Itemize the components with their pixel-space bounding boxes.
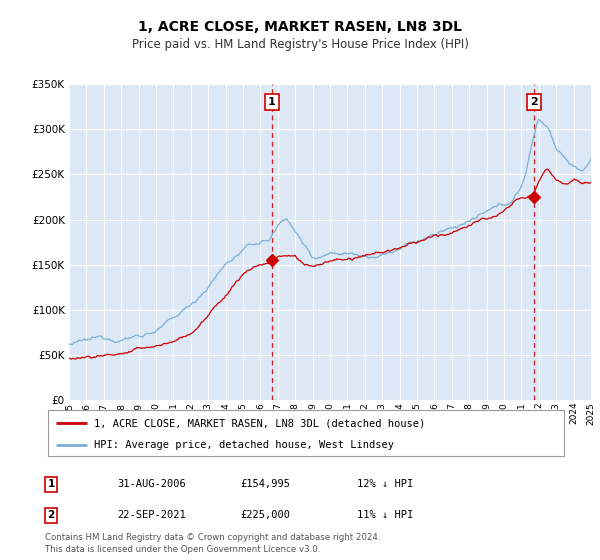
Text: This data is licensed under the Open Government Licence v3.0.: This data is licensed under the Open Gov… xyxy=(45,545,320,554)
Text: 1, ACRE CLOSE, MARKET RASEN, LN8 3DL (detached house): 1, ACRE CLOSE, MARKET RASEN, LN8 3DL (de… xyxy=(94,418,425,428)
Text: Contains HM Land Registry data © Crown copyright and database right 2024.: Contains HM Land Registry data © Crown c… xyxy=(45,533,380,542)
Text: 12% ↓ HPI: 12% ↓ HPI xyxy=(357,479,413,489)
Text: 1: 1 xyxy=(47,479,55,489)
Text: 31-AUG-2006: 31-AUG-2006 xyxy=(117,479,186,489)
Text: 1: 1 xyxy=(268,97,276,107)
Text: 22-SEP-2021: 22-SEP-2021 xyxy=(117,510,186,520)
Text: HPI: Average price, detached house, West Lindsey: HPI: Average price, detached house, West… xyxy=(94,440,394,450)
Text: 1, ACRE CLOSE, MARKET RASEN, LN8 3DL: 1, ACRE CLOSE, MARKET RASEN, LN8 3DL xyxy=(138,20,462,34)
Text: 2: 2 xyxy=(530,97,538,107)
Text: £225,000: £225,000 xyxy=(240,510,290,520)
Text: 11% ↓ HPI: 11% ↓ HPI xyxy=(357,510,413,520)
Text: Price paid vs. HM Land Registry's House Price Index (HPI): Price paid vs. HM Land Registry's House … xyxy=(131,38,469,51)
Text: 2: 2 xyxy=(47,510,55,520)
Text: £154,995: £154,995 xyxy=(240,479,290,489)
